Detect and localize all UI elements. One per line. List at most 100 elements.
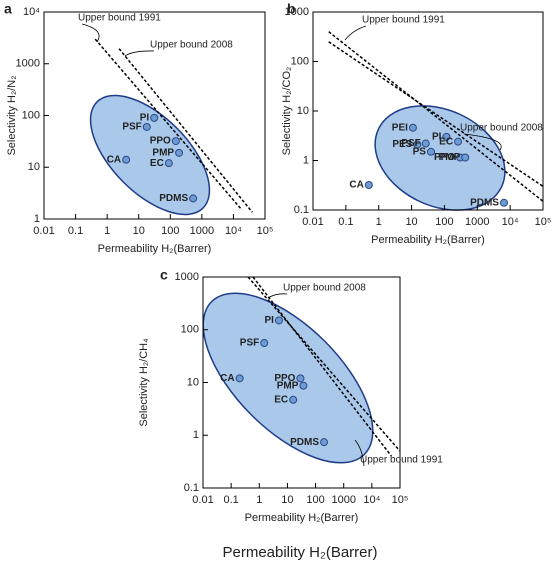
y-tick-label: 10 [28,161,40,173]
data-point [122,155,131,164]
bound-arrow [463,133,502,151]
x-tick-label: 10⁴ [225,225,242,237]
x-tick-label: 10 [405,216,417,228]
y-tick-label: 10 [187,376,199,388]
point-label: PMP [152,147,174,158]
point-label: PS [413,146,427,157]
data-point [408,123,417,132]
data-point [260,339,269,348]
point-label: PMP [439,152,461,163]
point-label: CA [349,180,363,191]
point-label: PI [432,132,442,143]
data-point [164,159,173,168]
data-point [299,381,308,390]
bound-label: Upper bound 2008 [460,123,543,134]
y-tick-label: 0.1 [184,482,199,494]
x-tick-label: 10 [133,225,145,237]
x-tick-label: 100 [435,216,453,228]
data-point [461,153,470,162]
point-label: PDMS [290,437,319,448]
bound-label: Upper bound 1991 [78,13,161,24]
y-tick-label: 1000 [16,58,40,70]
x-axis-label: Permeability H₂(Barrer) [98,243,212,255]
bound-label: Upper bound 2008 [150,40,233,51]
x-tick-label: 0.01 [192,494,213,506]
upper-bound-line [328,31,544,202]
region [202,292,374,464]
point-label: PSF [240,338,259,349]
point-label: PEI [392,122,408,133]
upper-bound-line [328,41,544,188]
x-tick-label: 0.01 [302,216,323,228]
bound-label: Upper bound 1991 [360,455,443,466]
point-label: PPO [274,373,295,384]
data-point [189,194,198,203]
point-label: PSF [122,122,141,133]
point-label: PSF [401,138,420,149]
region [89,94,211,216]
point-label: PI [265,315,275,326]
x-axis-label: Permeability H₂(Barrer) [371,234,485,246]
point-label: PPO [434,152,455,163]
caption: Permeability H₂(Barrer) [222,544,377,561]
y-tick-label: 0.1 [294,204,309,216]
data-point [235,374,244,383]
data-point [421,139,430,148]
data-point [442,132,451,141]
y-axis-label: Selectivity H₂/CO₂ [281,67,293,156]
x-tick-label: 100 [161,225,179,237]
region [374,105,506,211]
upper-bound-line [247,276,401,452]
x-tick-label: 1000 [465,216,489,228]
bound-label: Upper bound 2008 [283,283,366,294]
data-point [499,198,508,207]
bound-arrow [124,50,155,57]
x-tick-label: 1 [256,494,262,506]
x-tick-label: 0.1 [68,225,83,237]
point-label: PPO [150,136,171,147]
upper-bound-line [118,48,253,213]
bound-label: Upper bound 1991 [362,15,445,26]
y-tick-label: 1 [193,429,199,441]
bound-arrow [354,439,365,467]
data-point [289,395,298,404]
y-tick-label: 10 [297,105,309,117]
point-label: CA [220,373,234,384]
y-tick-label: 100 [291,55,309,67]
panel-label: a [4,1,12,17]
y-tick-label: 10⁴ [23,6,40,18]
point-label: CA [107,154,121,165]
y-axis-label: Selectivity H₂/CH₄ [138,338,150,427]
x-tick-label: 10⁵ [535,216,552,228]
data-point [175,148,184,157]
data-point [142,122,151,131]
data-point [454,137,463,146]
x-tick-label: 1 [376,216,382,228]
y-tick-label: 1000 [285,6,309,18]
x-tick-label: 10⁵ [392,494,409,506]
x-tick-label: 10 [281,494,293,506]
data-point [413,140,422,149]
point-label: EC [150,158,164,169]
point-label: PI [140,113,150,124]
data-point [274,316,283,325]
x-axis-label: Permeability H₂(Barrer) [245,512,359,524]
bound-arrow [344,25,367,41]
upper-bound-line [252,276,393,457]
y-tick-label: 100 [181,324,199,336]
point-label: PMP [277,380,299,391]
data-point [426,147,435,156]
y-axis-label: Selectivity H₂/N₂ [6,75,18,155]
data-point [364,180,373,189]
point-label: EC [274,394,288,405]
data-point [320,438,329,447]
y-tick-label: 1 [34,213,40,225]
point-label: PDMS [159,193,188,204]
y-tick-label: 100 [22,109,40,121]
point-label: PES [392,139,412,150]
x-tick-label: 0.1 [223,494,238,506]
upper-bound-line [94,38,243,211]
point-label: EC [439,136,453,147]
data-point [171,137,180,146]
x-tick-label: 0.1 [338,216,353,228]
